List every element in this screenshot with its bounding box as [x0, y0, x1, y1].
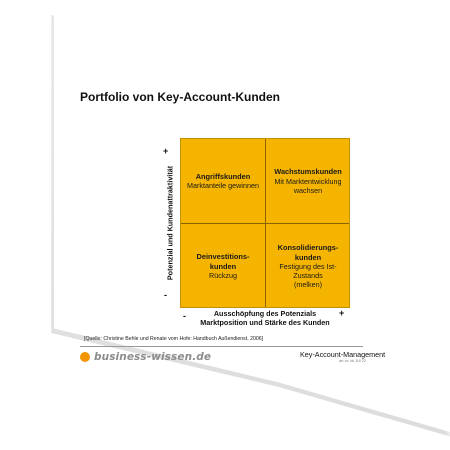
y-axis-minus: -: [164, 290, 167, 300]
quadrant-konsolidierungskunden: Konsolidierungs- kunden Festigung des Is…: [266, 224, 350, 308]
document-id: art.-nr. bk 110 22: [339, 359, 366, 363]
quadrant-description-line: Zustands: [293, 270, 323, 280]
brand-name: business-wissen.de: [94, 351, 212, 363]
x-axis-plus: +: [339, 308, 345, 318]
quadrant-angriffskunden: Angriffskunden Marktanteile gewinnen: [181, 139, 265, 223]
matrix-horizontal-divider: [181, 223, 349, 224]
quadrant-description-line: Mit Marktentwicklung: [274, 176, 342, 186]
quadrant-description-line: wachsen: [293, 185, 323, 195]
quadrant-title-line: Deinvestitions-: [196, 252, 250, 262]
portfolio-matrix: Angriffskunden Marktanteile gewinnen Wac…: [180, 138, 350, 308]
x-axis-minus: -: [183, 311, 186, 321]
y-axis-plus: +: [163, 146, 169, 156]
brand-logo: business-wissen.de: [80, 351, 211, 363]
quadrant-title-line: Konsolidierungs-: [277, 243, 339, 253]
quadrant-deinvestitionskunden: Deinvestitions- kunden Rückzug: [181, 224, 265, 308]
quadrant-wachstumskunden: Wachstumskunden Mit Marktentwicklung wac…: [266, 139, 350, 223]
page-title: Portfolio von Key-Account-Kunden: [80, 90, 280, 104]
quadrant-title: Wachstumskunden: [274, 167, 342, 177]
quadrant-description: Rückzug: [209, 270, 237, 280]
quadrant-description: Marktanteile gewinnen: [187, 181, 259, 191]
source-citation: [Quelle: Christine Behle und Renate vom …: [84, 336, 264, 342]
quadrant-description-line: Festigung des Ist-: [279, 261, 337, 271]
x-axis-label-line: Marktposition und Stärke des Kunden: [200, 318, 330, 328]
footer-divider: [80, 346, 363, 347]
quadrant-description-line: (melken): [294, 279, 322, 289]
y-axis-label: Potenzial und Kundenattraktivität: [165, 165, 175, 281]
quadrant-title: Angriffskunden: [195, 171, 251, 181]
brand-dot-icon: [80, 352, 90, 362]
quadrant-title-line: kunden: [294, 252, 322, 262]
x-axis-label: Ausschöpfung des Potenzials Marktpositio…: [200, 309, 329, 328]
x-axis-label-line: Ausschöpfung des Potenzials: [213, 309, 317, 318]
quadrant-title-line: kunden: [209, 261, 237, 271]
document-title: Key-Account-Management: [300, 350, 386, 359]
